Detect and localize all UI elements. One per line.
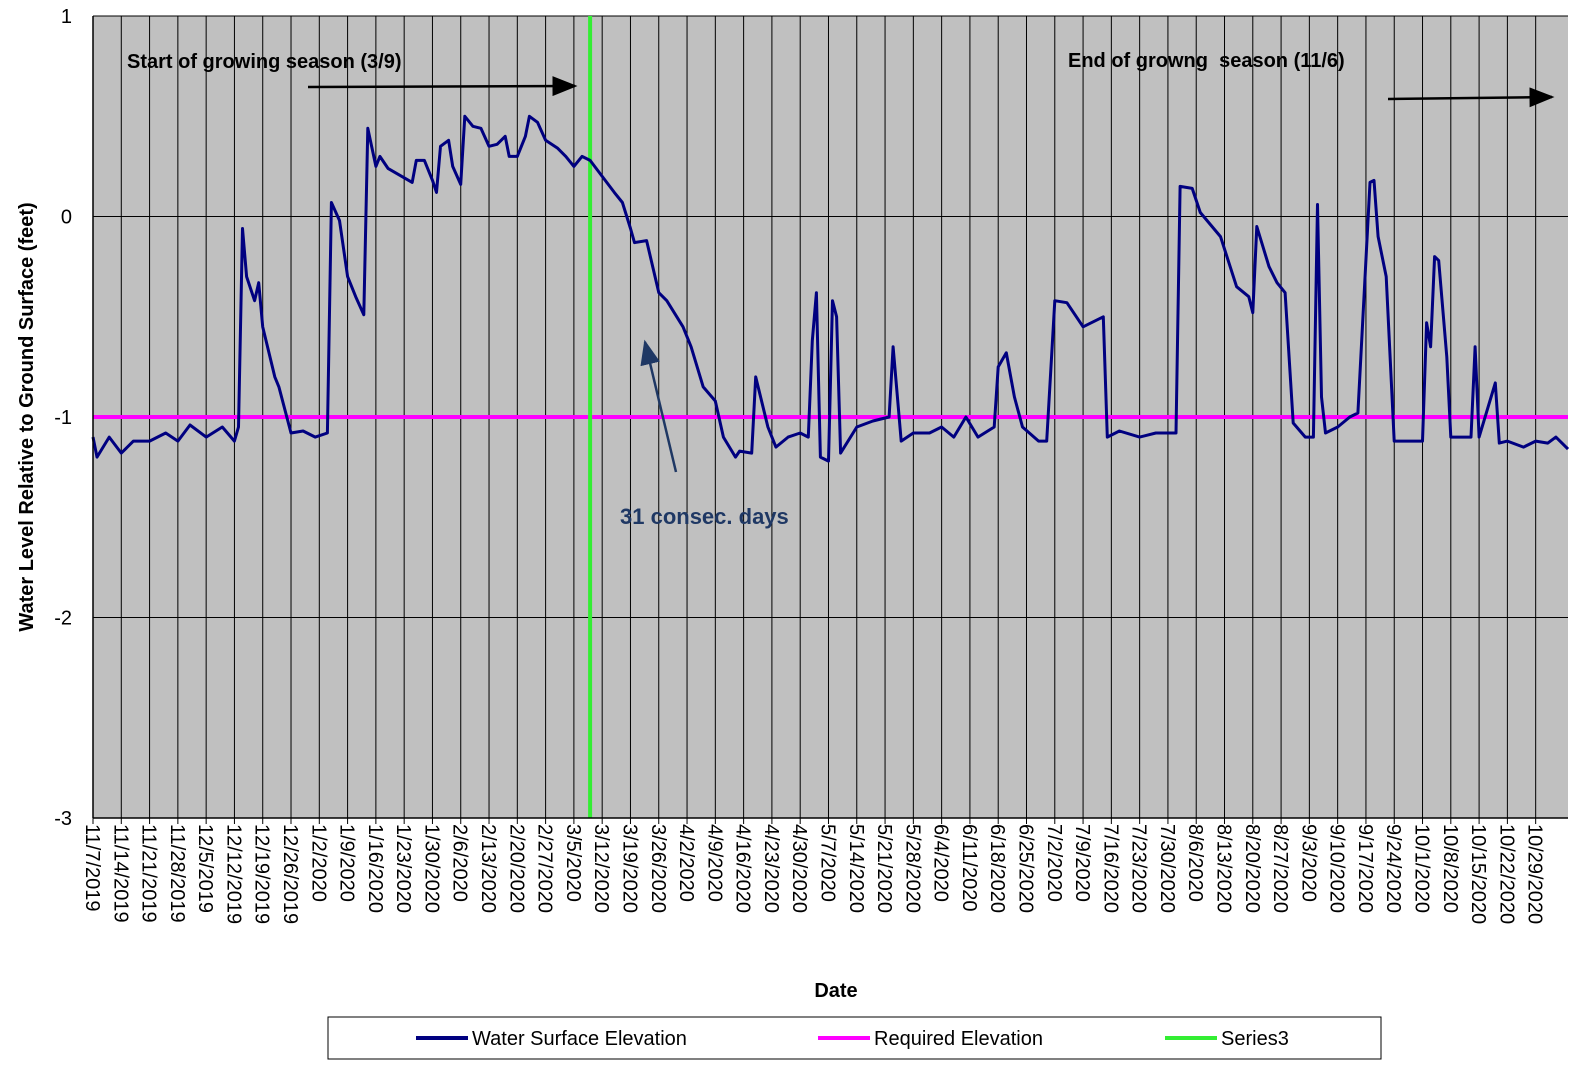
legend-items: Water Surface Elevation Required Elevatio…: [416, 1028, 1289, 1050]
y-tick-label: -3: [54, 808, 72, 830]
x-tick-label: 6/18/2020: [986, 824, 1008, 913]
x-tick-label: 3/19/2020: [618, 824, 640, 913]
x-tick-label: 7/30/2020: [1156, 824, 1178, 913]
x-tick-label: 5/14/2020: [845, 824, 867, 913]
legend-label: Water Surface Elevation: [472, 1028, 687, 1050]
x-tick-label: 5/7/2020: [816, 824, 838, 902]
x-tick-label: 10/8/2020: [1439, 824, 1461, 913]
legend-label: Required Elevation: [874, 1028, 1043, 1050]
x-tick-label: 10/1/2020: [1411, 824, 1433, 913]
annotation: Start of growing season (3/9): [127, 51, 401, 73]
x-tick-label: 2/6/2020: [449, 824, 471, 902]
y-tick-label: 1: [61, 6, 72, 28]
x-tick-label: 11/21/2019: [138, 824, 160, 923]
x-tick-label: 7/9/2020: [1071, 824, 1093, 902]
x-tick-label: 6/4/2020: [930, 824, 952, 902]
x-tick-label: 12/5/2019: [194, 824, 216, 913]
annotation: End of growng season (11/6): [1068, 50, 1345, 72]
x-tick-label: 11/28/2019: [166, 824, 188, 923]
lines: [91, 16, 1570, 818]
x-tick-label: 6/11/2020: [958, 824, 980, 911]
x-tick-label: 9/24/2020: [1382, 824, 1404, 913]
x-tick-label: 5/21/2020: [873, 824, 895, 913]
arrow: [1387, 87, 1555, 108]
x-tick-label: 4/16/2020: [732, 824, 754, 913]
x-tick-label: 3/26/2020: [647, 824, 669, 913]
annotation: 31 consec. days: [620, 504, 789, 529]
y-tick-label: -1: [54, 407, 72, 429]
x-tick-label: 11/14/2019: [109, 824, 131, 923]
x-tick-label: 9/3/2020: [1297, 824, 1319, 902]
x-tick-label: 10/15/2020: [1467, 824, 1489, 924]
y-tick-label: 0: [61, 207, 72, 229]
x-tick-label: 2/27/2020: [534, 824, 556, 913]
x-tick-label: 10/22/2020: [1495, 824, 1517, 924]
y-tick-label: -2: [54, 608, 72, 630]
x-tick-label: 8/20/2020: [1241, 824, 1263, 913]
x-tick-label: 3/5/2020: [562, 824, 584, 902]
x-tick-label: 9/10/2020: [1326, 824, 1348, 913]
x-tick-label: 12/12/2019: [222, 824, 244, 924]
x-tick-label: 5/28/2020: [901, 824, 923, 913]
x-tick-label: 4/9/2020: [703, 824, 725, 902]
x-tick-label: 12/19/2019: [251, 824, 273, 924]
x-tick-label: 2/13/2020: [477, 824, 499, 913]
arrow: [640, 339, 678, 473]
x-tick-label: 7/2/2020: [1043, 824, 1065, 902]
legend-label: Series3: [1221, 1028, 1289, 1050]
x-tick-label: 1/2/2020: [307, 824, 329, 902]
x-tick-label: 1/30/2020: [420, 824, 442, 913]
x-tick-label: 4/30/2020: [788, 824, 810, 913]
x-tick-label: 11/7/2019: [81, 824, 103, 912]
x-axis-title: Date: [814, 980, 857, 1002]
x-tick-label: 8/6/2020: [1184, 824, 1206, 902]
arrow: [307, 76, 578, 97]
x-tick-label: 10/29/2020: [1524, 824, 1546, 924]
y-axis-title: Water Level Relative to Ground Surface (…: [16, 202, 38, 631]
x-tick-label: 2/20/2020: [505, 824, 527, 913]
x-tick-label: 12/26/2019: [279, 824, 301, 924]
x-tick-label: 9/17/2020: [1354, 824, 1376, 913]
x-tick-label: 7/23/2020: [1128, 824, 1150, 913]
x-tick-label: 3/12/2020: [590, 824, 612, 913]
series-line: [91, 114, 1570, 463]
x-tick-label: 6/25/2020: [1014, 824, 1036, 913]
x-tick-label: 1/23/2020: [392, 824, 414, 913]
x-tick-label: 4/2/2020: [675, 824, 697, 902]
x-tick-label: 7/16/2020: [1099, 824, 1121, 913]
x-tick-label: 1/16/2020: [364, 824, 386, 913]
x-tick-label: 4/23/2020: [760, 824, 782, 913]
x-tick-label: 8/27/2020: [1269, 824, 1291, 913]
x-tick-label: 1/9/2020: [336, 824, 358, 902]
x-tick-label: 8/13/2020: [1213, 824, 1235, 913]
